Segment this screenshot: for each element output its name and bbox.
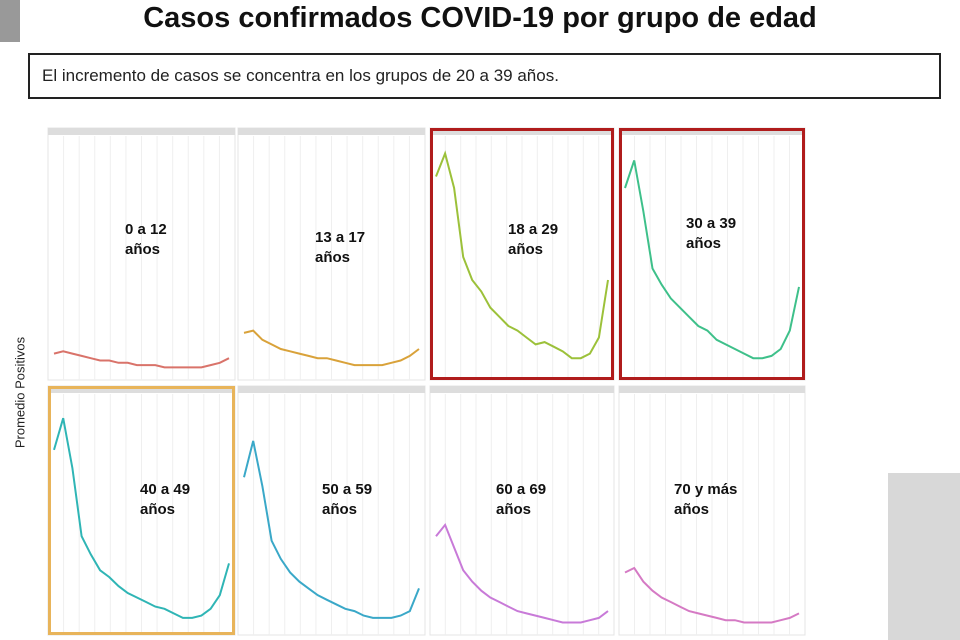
series-line [53, 417, 230, 619]
series-line [435, 522, 609, 624]
series-line [435, 150, 609, 360]
series-line [243, 440, 420, 619]
panel-strip [238, 128, 425, 135]
panel-strip [48, 128, 235, 135]
highlight-frame [619, 128, 805, 380]
series-line [243, 329, 420, 367]
series-line [53, 350, 230, 369]
panel-label: 70 y más años [674, 481, 738, 518]
panel-label: 60 a 69 años [496, 481, 547, 518]
panel-label: 30 a 39 años [686, 215, 737, 252]
highlight-frame [430, 128, 614, 380]
panel-strip [430, 128, 614, 135]
panel-strip [619, 386, 805, 393]
y-axis-label: Promedio Positivos [12, 336, 28, 449]
panel-strip [430, 386, 614, 393]
subtitle: El incremento de casos se concentra en l… [28, 53, 941, 99]
panel-label: 50 a 59 años [322, 481, 373, 518]
panel-label: 18 a 29 años [508, 221, 559, 258]
panel-strip [48, 386, 235, 393]
highlight-frame [48, 386, 235, 635]
panel-strip [619, 128, 805, 135]
title: Casos confirmados COVID-19 por grupo de … [143, 2, 817, 34]
panel-label: 0 a 12 años [125, 221, 167, 258]
panel-strip [238, 386, 425, 393]
side-thumbnail [888, 473, 960, 640]
series-line [624, 160, 800, 360]
corner-block [0, 0, 20, 42]
panel-label: 40 a 49 años [140, 481, 191, 518]
panel-label: 13 a 17 años [315, 229, 366, 266]
series-line [624, 566, 800, 624]
